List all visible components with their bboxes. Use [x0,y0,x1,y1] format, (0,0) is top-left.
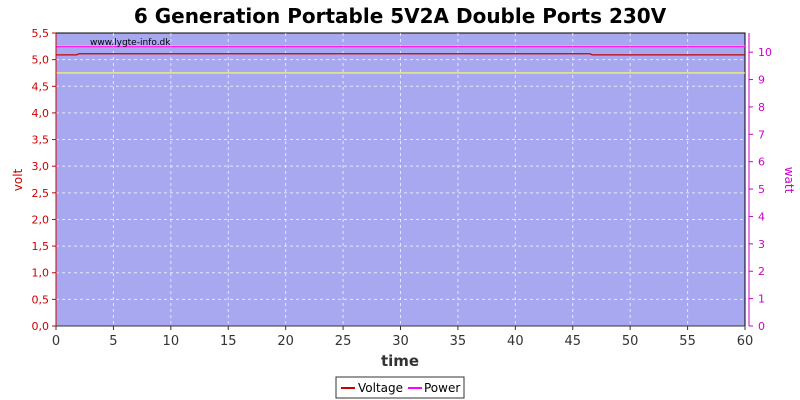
right-axis-title: watt [782,167,796,194]
right-tick-label: 0 [758,320,765,333]
left-tick-label: 2,5 [32,187,50,200]
bottom-tick-label: 15 [220,334,237,349]
legend-label-voltage: Voltage [358,381,403,395]
left-tick-label: 3,5 [32,134,50,147]
bottom-axis-ticks: 0 5 10 15 20 25 30 35 40 45 50 55 60 [52,326,753,349]
series-layer [56,45,745,74]
bottom-tick-label: 0 [52,334,60,349]
right-tick-label: 6 [758,156,765,169]
right-axis-ticks: 0 1 2 3 4 5 6 7 8 9 10 [749,46,772,333]
left-tick-label: 1,5 [32,240,50,253]
bottom-tick-label: 40 [507,334,524,349]
left-tick-label: 0,5 [32,293,50,306]
right-tick-label: 9 [758,74,765,87]
chart-title: 6 Generation Portable 5V2A Double Ports … [134,4,667,28]
right-tick-label: 3 [758,238,765,251]
bottom-tick-label: 55 [679,334,696,349]
bottom-tick-label: 35 [450,334,467,349]
left-axis-ticks: 0,0 0,5 1,0 1,5 2,0 2,5 3,0 3,5 4,0 4,5 5,0 5,5 [32,27,56,333]
bottom-tick-label: 45 [564,334,581,349]
watermark: www.lygte-info.dk [90,38,171,48]
right-tick-label: 7 [758,128,765,141]
grid-lines [56,33,745,326]
bottom-tick-label: 30 [392,334,409,349]
bottom-tick-label: 60 [737,334,754,349]
left-tick-label: 4,5 [32,80,50,93]
bottom-tick-label: 5 [109,334,117,349]
legend-label-power: Power [424,381,460,395]
right-tick-label: 10 [758,46,772,59]
x-axis-title: time [381,352,419,370]
left-tick-label: 5,5 [32,27,50,40]
bottom-tick-label: 20 [277,334,294,349]
bottom-tick-label: 50 [622,334,639,349]
left-tick-label: 0,0 [32,320,50,333]
right-tick-label: 8 [758,101,765,114]
left-tick-label: 5,0 [32,54,50,67]
bottom-tick-label: 25 [335,334,352,349]
left-axis-title: volt [11,168,25,191]
legend: Voltage Power [335,376,465,399]
right-tick-label: 4 [758,210,765,223]
right-tick-label: 2 [758,265,765,278]
left-tick-label: 4,0 [32,107,50,120]
series-line-voltage [56,53,745,56]
right-tick-label: 5 [758,183,765,196]
left-tick-label: 3,0 [32,160,50,173]
left-tick-label: 2,0 [32,213,50,226]
right-tick-label: 1 [758,293,765,306]
left-tick-label: 1,0 [32,267,50,280]
legend-box [335,376,465,399]
bottom-tick-label: 10 [163,334,180,349]
